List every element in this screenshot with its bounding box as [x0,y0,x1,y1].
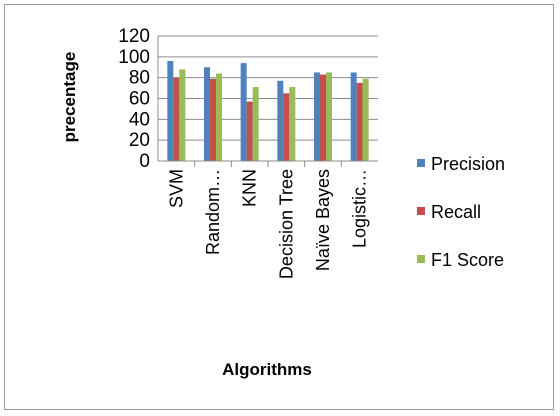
legend-label-f1-score: F1 Score [431,250,504,270]
legend-swatch-f1-score [417,255,425,263]
y-tick-label: 40 [129,109,150,130]
x-tick-label: KNN [240,169,260,207]
x-tick-label: Naïve Bayes [313,169,333,271]
x-tick-label: Decision Tree [276,169,296,279]
x-axis-title: Algorithms [222,360,312,379]
bar-f1-score-svm [179,69,186,161]
x-tick-labels: SVM Random… KNN Decision Tree Naïve Bayes Log… [166,169,369,279]
x-tick-label: Random… [203,169,223,255]
x-tick-label: SVM [166,169,186,208]
legend-swatch-recall [417,207,425,215]
legend-label-precision: Precision [431,154,505,174]
bar-f1-score-random [216,73,222,161]
axes [157,36,378,167]
bar-recall-svm [173,77,180,161]
bar-recall-na-ve-bayes [320,74,326,161]
bar-f1-score-logistic [362,78,369,161]
bar-precision-svm [167,61,174,161]
bar-precision-random [204,67,210,161]
chart-frame: 0 20 40 60 80 100 120 SVM Random… KNN Decision Tr… [4,4,554,410]
y-tick-label: 80 [129,68,150,89]
bar-precision-decision-tree [277,80,284,161]
y-axis-title: precentage [60,52,79,143]
legend-swatch-precision [417,159,425,167]
x-tick-label: Logistic… [350,169,370,248]
y-tick-label: 120 [118,26,150,47]
bars [167,61,369,162]
bar-precision-na-ve-bayes [314,72,320,161]
bar-f1-score-decision-tree [289,87,296,161]
bar-f1-score-na-ve-bayes [326,72,332,161]
bar-precision-logistic [350,72,357,161]
bar-precision-knn [240,63,247,162]
bar-recall-logistic [356,82,363,161]
bar-recall-decision-tree [283,93,290,161]
y-tick-label: 0 [139,151,150,172]
gridlines [158,35,378,141]
legend-label-recall: Recall [431,202,481,222]
bar-f1-score-knn [252,87,259,161]
legend: Precision Recall F1 Score [417,154,505,270]
y-tick-label: 60 [129,89,150,110]
y-tick-label: 100 [118,47,150,68]
y-tick-label: 20 [129,130,150,151]
bar-recall-random [210,78,216,161]
bar-recall-knn [246,101,253,161]
